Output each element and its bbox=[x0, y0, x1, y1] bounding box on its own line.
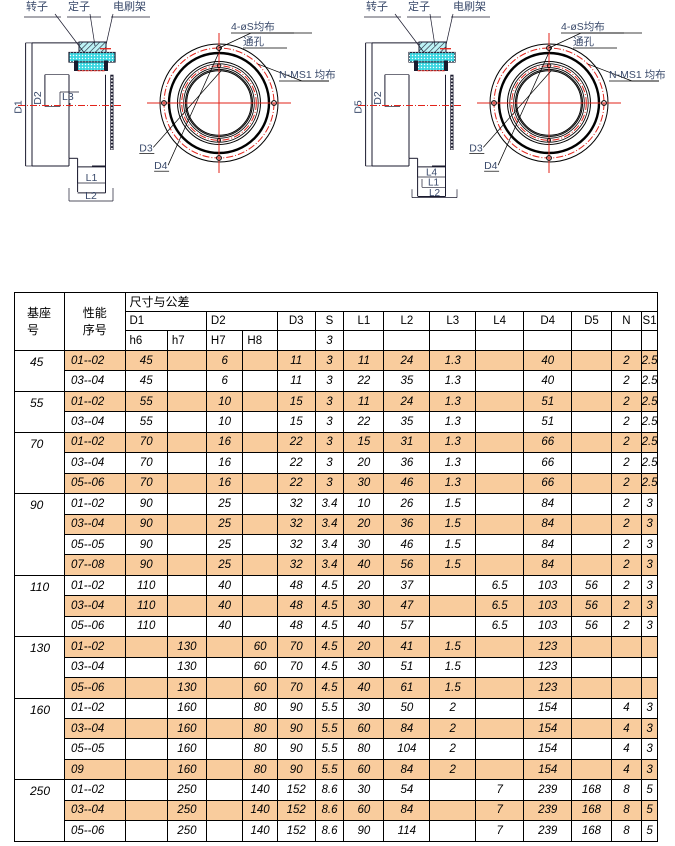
svg-text:L2: L2 bbox=[85, 190, 97, 202]
svg-text:电刷架: 电刷架 bbox=[113, 0, 146, 13]
svg-text:L3: L3 bbox=[62, 91, 74, 103]
svg-text:定子: 定子 bbox=[408, 0, 430, 13]
svg-text:通孔: 通孔 bbox=[243, 35, 264, 48]
svg-text:L2: L2 bbox=[429, 188, 441, 199]
svg-text:4-øS均布: 4-øS均布 bbox=[231, 21, 275, 33]
svg-text:4-øS均布: 4-øS均布 bbox=[561, 21, 605, 33]
svg-text:D1: D1 bbox=[13, 100, 25, 114]
svg-text:D3: D3 bbox=[469, 142, 483, 154]
svg-text:定子: 定子 bbox=[68, 0, 90, 13]
svg-text:N-MS1 均布: N-MS1 均布 bbox=[609, 69, 666, 81]
svg-text:转子: 转子 bbox=[26, 0, 48, 13]
svg-text:电刷架: 电刷架 bbox=[453, 0, 486, 13]
svg-text:D4: D4 bbox=[484, 160, 498, 172]
svg-text:D5: D5 bbox=[353, 100, 365, 114]
svg-text:D3: D3 bbox=[139, 142, 153, 154]
svg-text:L1: L1 bbox=[86, 172, 98, 184]
svg-text:通孔: 通孔 bbox=[573, 35, 594, 48]
svg-text:D2: D2 bbox=[32, 91, 44, 105]
svg-text:D4: D4 bbox=[154, 160, 168, 172]
svg-text:转子: 转子 bbox=[366, 0, 388, 13]
svg-text:N-MS1 均布: N-MS1 均布 bbox=[279, 69, 336, 81]
svg-text:D2: D2 bbox=[372, 91, 384, 105]
